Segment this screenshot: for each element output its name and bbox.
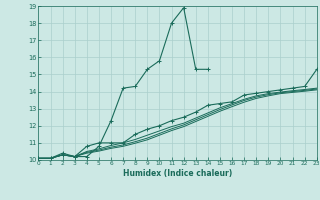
X-axis label: Humidex (Indice chaleur): Humidex (Indice chaleur) — [123, 169, 232, 178]
